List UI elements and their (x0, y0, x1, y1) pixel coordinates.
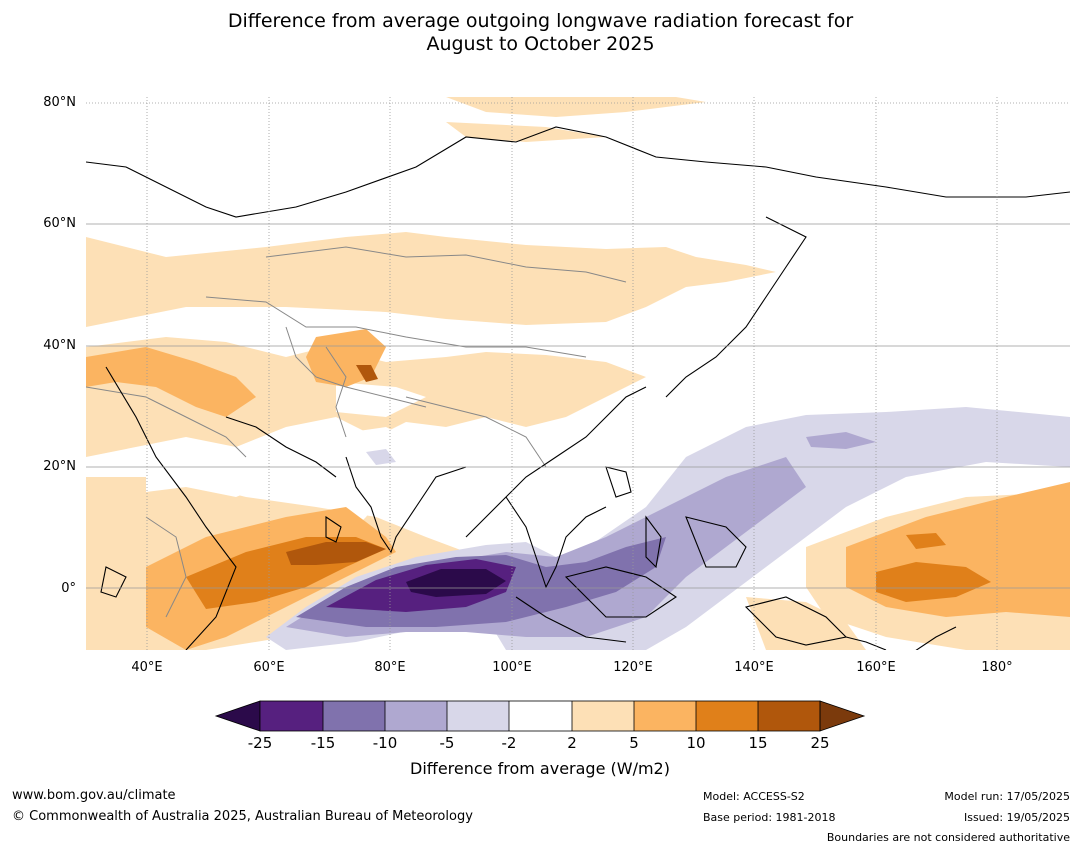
lon-label-100e: 100°E (492, 660, 532, 675)
colorbar (214, 700, 866, 732)
website-link[interactable]: www.bom.gov.au/climate (12, 788, 176, 803)
lon-label-60e: 60°E (253, 660, 285, 675)
model-run-text: Model run: 17/05/2025 (944, 790, 1070, 803)
lon-label-160e: 160°E (856, 660, 896, 675)
lat-label-0: 0° (61, 581, 76, 596)
colorbar-bin-2-5 (572, 701, 634, 731)
colorbar-bin-10-15 (696, 701, 758, 731)
lat-label-60n: 60°N (43, 216, 76, 231)
lon-label-40e: 40°E (131, 660, 163, 675)
colorbar-tick-neg5: -5 (439, 734, 455, 752)
colorbar-tick-neg10: -10 (372, 734, 398, 752)
disclaimer-text: Boundaries are not considered authoritat… (826, 831, 1070, 844)
colorbar-tick-25: 25 (810, 734, 830, 752)
lat-label-80n: 80°N (43, 95, 76, 110)
colorbar-tick-5: 5 (629, 734, 639, 752)
lon-label-140e: 140°E (734, 660, 774, 675)
colorbar-bin-neg2-2 (509, 701, 572, 731)
anomaly-15-to-25-regions (286, 365, 386, 565)
colorbar-bin-neg25-neg15 (260, 701, 323, 731)
chart-title-line-1: Difference from average outgoing longwav… (227, 10, 854, 32)
colorbar-bin-5-10 (634, 701, 696, 731)
lon-label-180: 180° (981, 660, 1013, 675)
colorbar-low-extend (214, 700, 261, 732)
map-canvas (86, 97, 1070, 650)
issued-text: Issued: 19/05/2025 (963, 811, 1070, 824)
colorbar-bin-neg5-neg2 (447, 701, 509, 731)
colorbar-title: Difference from average (W/m2) (410, 759, 670, 778)
colorbar-tick-neg2: -2 (501, 734, 517, 752)
base-period-text: Base period: 1981-2018 (703, 811, 836, 824)
colorbar-bin-15-25 (758, 701, 820, 731)
colorbar-tick-neg25: -25 (247, 734, 273, 752)
lon-label-80e: 80°E (374, 660, 406, 675)
colorbar-bin-neg10-neg5 (385, 701, 447, 731)
lat-label-20n: 20°N (43, 459, 76, 474)
lon-label-120e: 120°E (613, 660, 653, 675)
country-boundaries (86, 246, 627, 618)
olr-anomaly-map (86, 97, 1070, 650)
graticule (86, 97, 1070, 650)
colorbar-tick-2: 2 (567, 734, 577, 752)
lat-label-40n: 40°N (43, 338, 76, 353)
colorbar-tick-15: 15 (748, 734, 768, 752)
copyright-text: © Commonwealth of Australia 2025, Austra… (12, 809, 473, 824)
colorbar-tick-neg15: -15 (310, 734, 336, 752)
model-text: Model: ACCESS-S2 (703, 790, 805, 803)
colorbar-tick-10: 10 (686, 734, 706, 752)
anomaly-below-neg25-region (406, 569, 506, 597)
colorbar-high-extend (819, 700, 866, 732)
chart-title-line-2: August to October 2025 (426, 33, 655, 55)
colorbar-bin-neg15-neg10 (323, 701, 385, 731)
